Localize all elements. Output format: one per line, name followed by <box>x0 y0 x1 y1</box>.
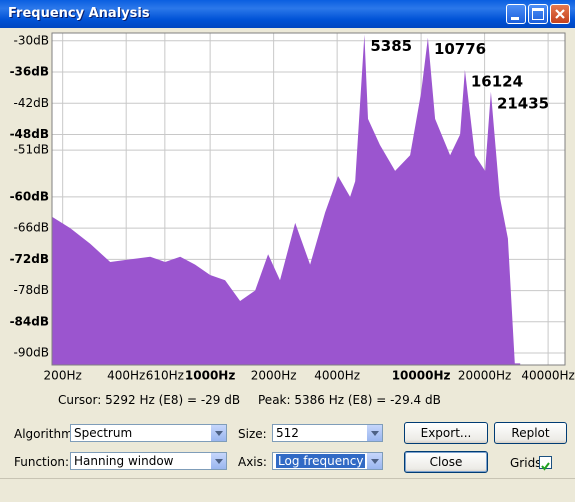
x-tick-label: 200Hz <box>44 369 82 383</box>
close-window-button[interactable] <box>550 4 570 24</box>
algorithm-value: Spectrum <box>74 426 133 440</box>
function-value: Hanning window <box>74 454 174 468</box>
size-label: Size: <box>238 427 267 441</box>
status-bar <box>0 478 575 502</box>
cursor-readout: Cursor: 5292 Hz (E8) = -29 dB <box>58 393 241 407</box>
axis-select[interactable]: Log frequency <box>272 452 383 470</box>
size-value: 512 <box>276 426 299 440</box>
peak-annotation: 5385 <box>370 37 412 55</box>
grids-label: Grids <box>510 456 542 470</box>
x-tick-label: 400Hz <box>107 369 145 383</box>
y-tick-label: -84dB <box>10 314 49 328</box>
x-tick-label: 10000Hz <box>392 369 451 383</box>
function-label: Function: <box>14 455 70 469</box>
x-tick-label: 1000Hz <box>185 369 235 383</box>
axis-label: Axis: <box>238 455 267 469</box>
title-bar: Frequency Analysis <box>0 0 575 28</box>
plot-border <box>51 32 566 366</box>
x-tick-label: 610Hz <box>146 369 184 383</box>
algorithm-label: Algorithm: <box>14 427 77 441</box>
function-select[interactable]: Hanning window <box>70 452 227 470</box>
y-tick-label: -30dB <box>14 33 49 47</box>
x-tick-label: 40000Hz <box>521 369 575 383</box>
x-tick-label: 2000Hz <box>251 369 297 383</box>
export-button[interactable]: Export... <box>404 422 488 444</box>
y-tick-label: -51dB <box>14 143 49 157</box>
y-tick-label: -42dB <box>14 96 49 110</box>
checkmark <box>541 462 550 471</box>
window-title: Frequency Analysis <box>8 6 150 21</box>
x-tick-label: 4000Hz <box>314 369 360 383</box>
spectrum-area <box>52 34 521 365</box>
peak-annotation: 16124 <box>471 72 523 90</box>
maximize-button[interactable] <box>528 4 548 24</box>
minimize-button[interactable] <box>506 4 526 24</box>
axis-value: Log frequency <box>276 454 366 468</box>
y-tick-label: -66dB <box>14 221 49 235</box>
size-select[interactable]: 512 <box>272 424 383 442</box>
peak-annotation: 10776 <box>434 40 486 58</box>
y-tick-label: -78dB <box>14 283 49 297</box>
algorithm-select[interactable]: Spectrum <box>70 424 227 442</box>
y-tick-label: -90dB <box>14 346 49 360</box>
y-tick-label: -48dB <box>10 127 49 141</box>
y-tick-label: -72dB <box>10 252 49 266</box>
y-tick-label: -60dB <box>10 189 49 203</box>
peak-readout: Peak: 5386 Hz (E8) = -29.4 dB <box>258 393 441 407</box>
y-tick-label: -36dB <box>10 65 49 79</box>
x-tick-label: 20000Hz <box>458 369 512 383</box>
grids-checkbox[interactable] <box>539 456 552 471</box>
replot-button[interactable]: Replot <box>494 422 567 444</box>
peak-annotation: 21435 <box>497 94 549 112</box>
spectrum-plot: -30dB -36dB -42dB -48dB -51dB -60dB -66dB -72dB… <box>10 32 575 383</box>
close-button[interactable]: Close <box>404 451 488 473</box>
